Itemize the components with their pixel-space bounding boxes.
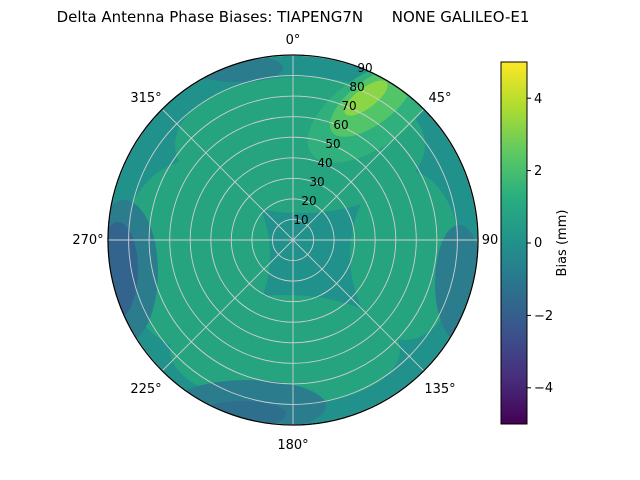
angular-label-315: 315° <box>130 91 161 106</box>
radial-labels: 10 20 30 40 50 60 70 80 90 <box>293 61 372 227</box>
contour-region-dark-bottom-core <box>198 401 286 425</box>
radial-label-40: 40 <box>317 156 332 170</box>
radial-label-10: 10 <box>293 213 308 227</box>
angular-label-0: 0° <box>286 33 301 48</box>
polar-grid <box>108 55 478 425</box>
colorbar-tick-label-0: 0 <box>534 236 542 251</box>
green-blob-bottom <box>170 295 400 405</box>
green-blob-right <box>350 170 460 340</box>
contour-region-dark-right <box>435 225 478 341</box>
colorbar-tick-label-n4: −4 <box>534 381 553 396</box>
contour-region-bright-core <box>344 80 388 116</box>
colorbar-ticks <box>527 97 531 389</box>
angular-label-180: 180° <box>277 438 308 453</box>
colorbar-tick-labels: 4 2 0 −2 −4 <box>534 92 553 396</box>
colorbar: 4 2 0 −2 −4 Bias (mm) <box>500 61 570 425</box>
angular-labels: 0° 45° 90 135° 180° 225° 270° 315° <box>72 33 498 453</box>
angular-label-135: 135° <box>424 382 455 397</box>
radial-label-30: 30 <box>309 175 324 189</box>
grid-line-45-225 <box>161 108 425 372</box>
angular-label-90: 90 <box>482 233 499 248</box>
radial-label-80: 80 <box>349 80 364 94</box>
angular-label-270: 270° <box>72 233 103 248</box>
colorbar-gradient <box>500 61 528 425</box>
colorbar-tick-label-4: 4 <box>534 92 542 107</box>
angular-label-45: 45° <box>428 91 451 106</box>
contour-region-dark-left-core <box>108 222 138 318</box>
angular-label-225: 225° <box>130 382 161 397</box>
colorbar-tick-label-2: 2 <box>534 164 542 179</box>
polar-outer-boundary <box>107 54 479 426</box>
colorbar-tick-label-n2: −2 <box>534 309 553 324</box>
radial-label-90: 90 <box>357 61 372 75</box>
radial-label-70: 70 <box>341 99 356 113</box>
radial-label-50: 50 <box>325 137 340 151</box>
colorbar-axis-label: Bias (mm) <box>555 210 570 277</box>
radial-label-20: 20 <box>301 194 316 208</box>
radial-label-60: 60 <box>333 118 348 132</box>
page-title: Delta Antenna Phase Biases: TIAPENG7N NO… <box>56 8 530 26</box>
